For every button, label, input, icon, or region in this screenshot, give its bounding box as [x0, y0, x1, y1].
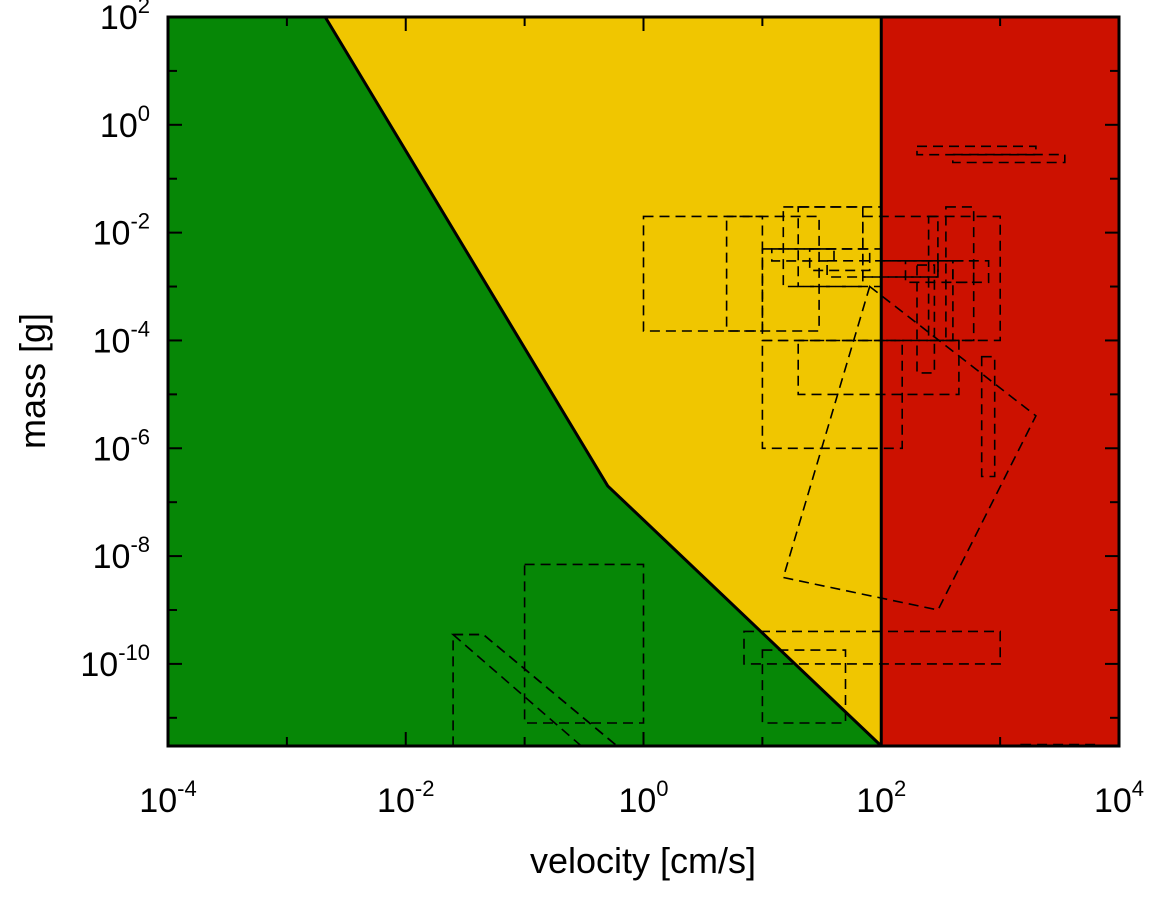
experiment-14 [951, 259, 990, 284]
x-tick-label: 102 [856, 776, 906, 820]
region-bouncing [325, 17, 882, 746]
experiment-9 [861, 215, 939, 278]
experiment-21 [523, 563, 645, 724]
experiment-15 [916, 264, 936, 374]
x-tick-label: 10-4 [139, 776, 196, 820]
tick-labels: 10-4 10-2 100 102 104 10-10 10-8 10-6 10-4 10-2 10… [80, 0, 1144, 820]
y-tick-label: 10-6 [93, 424, 150, 468]
x-tick-label: 100 [618, 776, 668, 820]
experiment-22 [743, 630, 1002, 665]
region-sticking [168, 17, 882, 746]
y-tick-label: 102 [100, 0, 150, 37]
experiment-1 [642, 215, 764, 332]
x-axis-label: velocity [cm/s] [530, 840, 756, 881]
y-tick-label: 100 [100, 101, 150, 145]
y-tick-label: 10-4 [93, 316, 150, 360]
experiment-7 [808, 248, 871, 272]
region-fragmentation [881, 17, 1119, 746]
experiment-11 [927, 215, 1001, 342]
experiment-27 [450, 633, 619, 746]
experiment-5 [797, 206, 883, 288]
experiment-20 [951, 153, 1066, 164]
experiment-17 [797, 339, 960, 396]
y-axis-label: mass [g] [12, 313, 53, 449]
x-tick-label: 104 [1094, 776, 1144, 820]
x-tick-label: 10-2 [377, 776, 434, 820]
experiment-6 [770, 248, 835, 262]
y-tick-label: 10-2 [93, 209, 150, 253]
y-tick-label: 10-8 [93, 532, 150, 576]
plot-frame [166, 15, 1121, 748]
experiment-2 [725, 215, 820, 332]
experiment-18 [980, 355, 996, 478]
y-tick-label: 10-10 [80, 640, 150, 684]
regions-layer [168, 17, 1119, 746]
experiment-13 [904, 259, 975, 284]
sticking-bouncing-boundary [323, 17, 883, 746]
experiments-layer [450, 145, 1102, 746]
lines-layer [323, 17, 883, 746]
experiment-23 [761, 649, 847, 724]
